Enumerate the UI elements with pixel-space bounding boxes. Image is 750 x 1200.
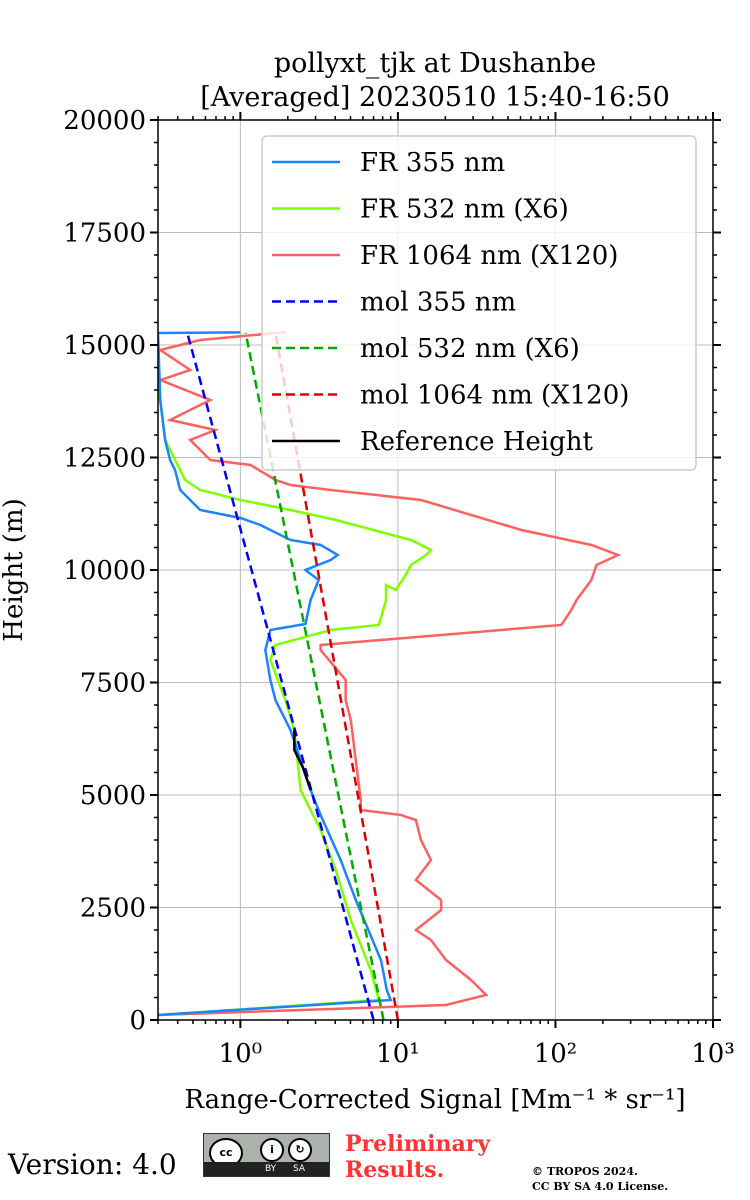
series-line-reference-height xyxy=(293,730,312,791)
legend-label: FR 1064 nm (X120) xyxy=(360,241,618,271)
legend-box xyxy=(261,135,697,471)
person-icon: i xyxy=(260,1138,284,1162)
chart-title-line-1: pollyxt_tjk at Dushanbe xyxy=(274,48,596,79)
series-line-fr-532-nm-x6- xyxy=(158,389,434,1017)
share-alike-icon: ↻ xyxy=(288,1138,312,1162)
legend-label: FR 532 nm (X6) xyxy=(360,195,569,225)
y-tick-label: 12500 xyxy=(63,444,146,474)
cc-sa-label: SA xyxy=(293,1164,306,1174)
legend-label: Reference Height xyxy=(360,427,594,457)
plot-frame xyxy=(157,119,714,1021)
legend-label: mol 532 nm (X6) xyxy=(360,334,580,364)
y-tick-label: 17500 xyxy=(63,219,146,249)
y-tick-label: 2500 xyxy=(80,894,146,924)
x-tick-label: 10² xyxy=(534,1039,578,1069)
preliminary-notice: Preliminary Results. xyxy=(345,1131,490,1183)
preliminary-line-1: Preliminary xyxy=(345,1131,491,1157)
legend-label: mol 1064 nm (X120) xyxy=(360,381,629,411)
x-tick-label: 10³ xyxy=(691,1039,735,1069)
copyright-line-1: © TROPOS 2024. xyxy=(532,1165,638,1178)
lidar-profile-chart: pollyxt_tjk at Dushanbe [Averaged] 20230… xyxy=(0,48,735,1115)
series-line-fr-1064-nm-x120- xyxy=(158,330,622,1017)
cc-by-label: BY xyxy=(265,1164,277,1174)
y-axis-label: Height (m) xyxy=(0,498,29,641)
preliminary-line-2: Results. xyxy=(345,1157,445,1183)
series-line-fr-355-nm xyxy=(158,331,393,1017)
y-tick-label: 20000 xyxy=(63,106,146,136)
version-label: Version: 4.0 xyxy=(8,1148,177,1181)
x-tick-label: 10¹ xyxy=(376,1039,420,1069)
y-tick-label: 10000 xyxy=(63,556,146,586)
legend-label: mol 355 nm xyxy=(360,288,516,318)
chart-title-line-2: [Averaged] 20230510 15:40-16:50 xyxy=(200,82,670,113)
copyright-line-2: CC BY SA 4.0 License. xyxy=(532,1180,669,1193)
y-tick-label: 7500 xyxy=(80,669,146,699)
x-tick-label: 10⁰ xyxy=(219,1039,263,1069)
cc-by-sa-badge: cc i ↻ BY SA xyxy=(203,1133,330,1177)
y-tick-label: 15000 xyxy=(63,331,146,361)
legend-label: FR 355 nm xyxy=(360,148,505,178)
x-axis-label: Range-Corrected Signal [Mm⁻¹ * sr⁻¹] xyxy=(184,1085,685,1115)
copyright-notice: © TROPOS 2024. CC BY SA 4.0 License. xyxy=(532,1164,668,1194)
footer: Version: 4.0 cc i ↻ BY SA Preliminary Resu… xyxy=(0,1130,750,1200)
y-tick-label: 5000 xyxy=(80,781,146,811)
series-line-mol-355-nm xyxy=(186,332,375,1020)
y-tick-label: 0 xyxy=(129,1006,146,1036)
series-line-mol-532-nm-x6- xyxy=(244,332,385,1020)
